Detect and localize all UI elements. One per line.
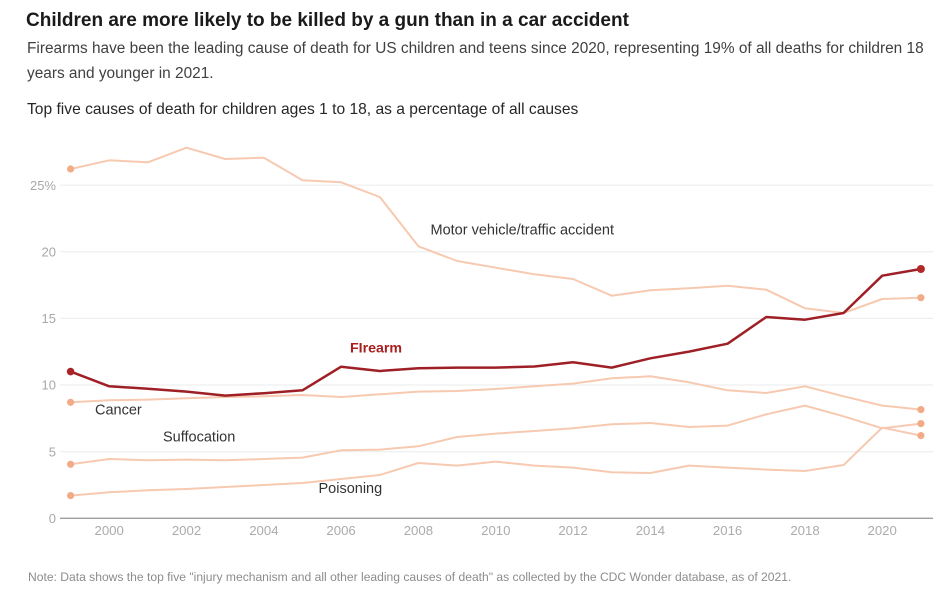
svg-text:2004: 2004 [249, 523, 278, 538]
svg-text:2006: 2006 [326, 523, 355, 538]
svg-text:2000: 2000 [95, 523, 124, 538]
svg-text:5: 5 [49, 444, 56, 459]
svg-text:2008: 2008 [404, 523, 433, 538]
svg-text:2018: 2018 [790, 523, 819, 538]
svg-text:2014: 2014 [636, 523, 665, 538]
svg-text:2002: 2002 [172, 523, 201, 538]
svg-text:25%: 25% [30, 178, 56, 193]
svg-text:Poisoning: Poisoning [319, 481, 383, 497]
svg-text:FIrearm: FIrearm [350, 341, 402, 357]
svg-text:10: 10 [42, 378, 56, 393]
svg-text:Suffocation: Suffocation [163, 430, 235, 446]
svg-text:Motor vehicle/traffic accident: Motor vehicle/traffic accident [431, 222, 614, 238]
svg-text:2012: 2012 [558, 523, 587, 538]
svg-text:15: 15 [42, 311, 56, 326]
svg-text:20: 20 [42, 244, 56, 259]
svg-text:0: 0 [49, 511, 56, 526]
svg-text:Cancer: Cancer [95, 403, 142, 419]
svg-text:2020: 2020 [868, 523, 897, 538]
svg-text:2010: 2010 [481, 523, 510, 538]
svg-text:2016: 2016 [713, 523, 742, 538]
